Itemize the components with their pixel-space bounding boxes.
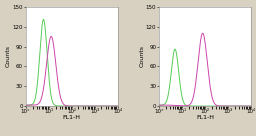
Y-axis label: Counts: Counts bbox=[6, 45, 11, 67]
Y-axis label: Counts: Counts bbox=[139, 45, 144, 67]
X-axis label: FL1-H: FL1-H bbox=[62, 115, 81, 120]
X-axis label: FL1-H: FL1-H bbox=[196, 115, 214, 120]
